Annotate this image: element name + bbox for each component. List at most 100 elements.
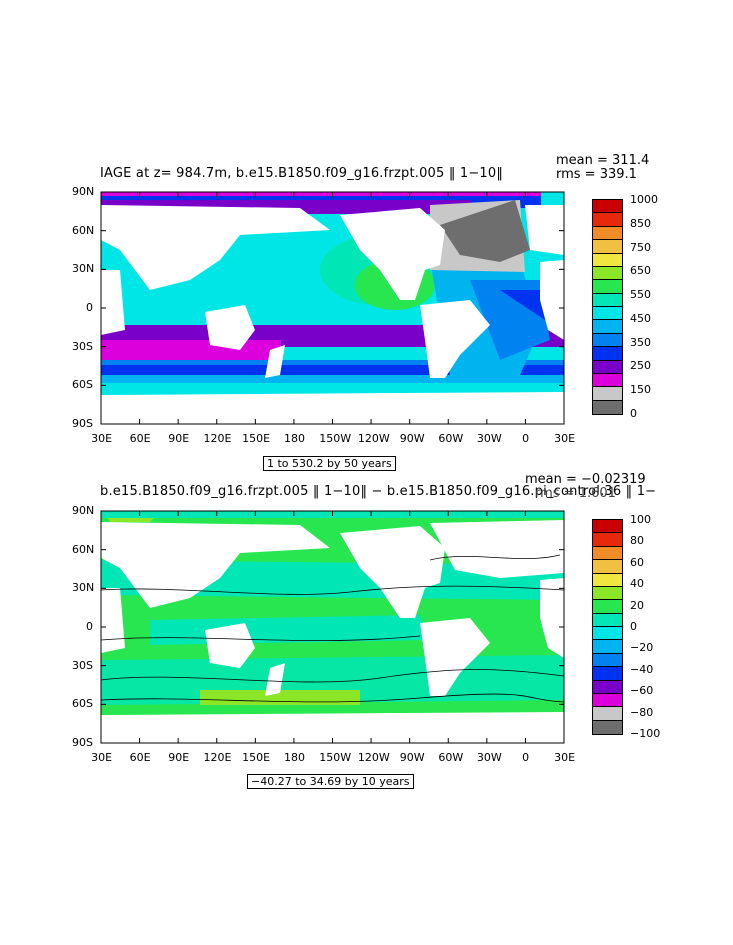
colorbar-swatch [592,706,623,722]
x-tick-label: 30W [476,751,502,764]
y-tick-label: 90N [72,185,95,198]
colorbar-swatch [592,572,623,588]
panel2-title: b.e15.B1850.f09_g16.frzpt.005 ‖ 1−10‖ − … [100,484,657,499]
colorbar-label: 0 [630,620,637,633]
x-tick-label: 60W [438,432,464,445]
colorbar-label: 40 [630,577,644,591]
x-tick-label: 150E [242,432,271,445]
colorbar-swatch [592,559,623,575]
colorbar-swatch [592,332,623,349]
colorbar-swatch [592,359,623,375]
y-tick-label: 60N [72,223,95,237]
colorbar-label: 150 [630,383,651,397]
panel1-range-box: 1 to 530.2 by 50 years [263,456,396,471]
colorbar-swatch [592,545,623,562]
colorbar-swatch [592,305,623,322]
colorbar-swatch [592,399,623,416]
x-tick-label: 60E [129,751,151,764]
colorbar-label: 250 [630,359,651,373]
x-tick-label: 150W [319,751,352,764]
x-tick-label: 90W [399,751,425,764]
colorbar-label: 450 [630,311,651,325]
colorbar-label: 650 [630,264,651,278]
colorbar-swatch [592,225,623,242]
x-tick-label: 0 [522,751,530,764]
y-tick-label: 60S [72,378,93,392]
colorbar-swatch [592,386,623,402]
x-tick-label: 30W [476,432,502,445]
x-tick-label: 120W [357,432,390,445]
colorbar-swatch [592,666,623,682]
colorbar-label: 850 [630,216,651,230]
colorbar-swatch [592,585,623,602]
y-tick-label: 90S [72,736,93,749]
colorbar-label: −20 [630,641,654,655]
x-tick-label: 60W [438,751,464,764]
colorbar-swatch [592,532,623,548]
colorbar-label: 60 [630,555,644,569]
y-tick-label: 60S [72,697,93,711]
colorbar-swatch [592,679,623,695]
x-tick-label: 30E [554,432,576,445]
colorbar-label: 550 [630,288,651,302]
colorbar-label: −80 [630,705,654,719]
colorbar-swatch [592,265,623,282]
x-tick-label: 90W [399,432,425,445]
x-tick-label: 180 [284,751,306,764]
colorbar-label: 350 [630,335,651,349]
colorbar-swatch [592,518,623,535]
y-tick-label: 30S [72,339,93,353]
y-tick-label: 90N [72,504,95,517]
colorbar-label: 80 [630,534,644,548]
x-tick-label: 30E [554,751,576,764]
colorbar-swatch [592,692,623,709]
colorbar-swatch [592,625,623,642]
colorbar-swatch [592,372,623,389]
y-tick-label: 0 [86,620,93,633]
colorbar-swatch [592,719,623,736]
panel2-mean: mean = −0.02319 [525,472,646,487]
y-tick-label: 30N [72,262,95,276]
x-tick-label: 120W [357,751,390,764]
colorbar-swatch [592,198,623,215]
colorbar-label: −40 [630,662,654,676]
colorbar-swatch [592,599,623,615]
panel2-range-box: −40.27 to 34.69 by 10 years [247,774,414,789]
x-tick-label: 180 [284,432,306,445]
colorbar-swatch [592,612,623,629]
x-tick-label: 30E [91,432,113,445]
x-tick-label: 150E [242,751,271,764]
colorbar-swatch [592,279,623,295]
colorbar-swatch [592,212,623,228]
colorbar-swatch [592,639,623,655]
panel2-rms: rms = 1.601 [535,486,616,501]
y-tick-label: 90S [72,417,93,430]
y-tick-label: 30S [72,658,93,672]
x-tick-label: 150W [319,432,352,445]
colorbar-swatch [592,652,623,669]
x-tick-label: 90E [168,432,190,445]
colorbar-swatch [592,252,623,268]
colorbar-swatch [592,239,623,255]
colorbar-swatch [592,346,623,362]
colorbar-swatch [592,292,623,309]
panel1-title: IAGE at z= 984.7m, b.e15.B1850.f09_g16.f… [100,166,504,181]
colorbar-label: 0 [630,407,637,420]
x-tick-label: 30E [91,751,113,764]
x-tick-label: 120E [203,751,232,764]
x-tick-label: 90E [168,751,190,764]
x-tick-label: 0 [522,432,530,445]
colorbar-label: −60 [630,684,654,698]
colorbar-label: −100 [630,727,661,740]
colorbar-label: 750 [630,240,651,254]
colorbar-label: 100 [630,513,651,526]
panel1-mean: mean = 311.4 [556,153,650,168]
colorbar-label: 1000 [630,193,658,206]
y-tick-label: 0 [86,301,93,314]
y-tick-label: 60N [72,542,95,556]
y-tick-label: 30N [72,581,95,595]
x-tick-label: 60E [129,432,151,445]
colorbar-swatch [592,319,623,335]
